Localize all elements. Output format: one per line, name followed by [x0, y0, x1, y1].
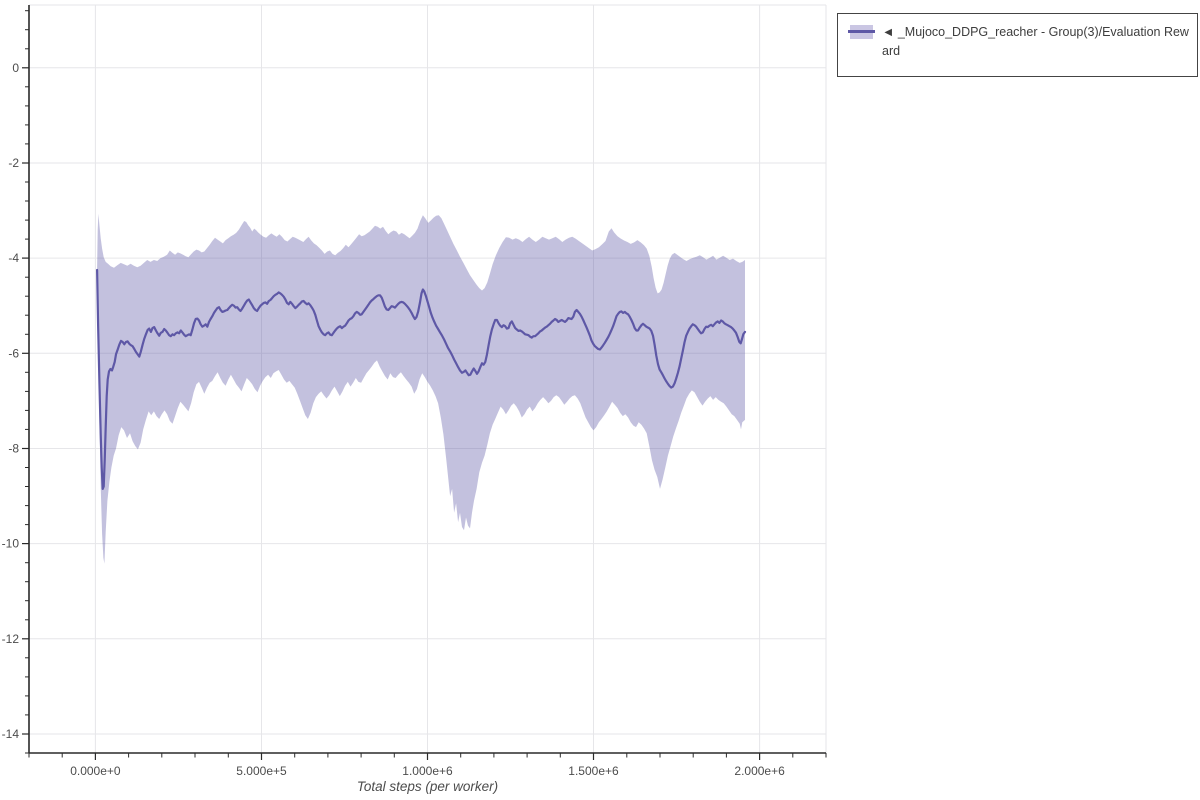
- legend-item-label: ◄ _Mujoco_DDPG_reacher - Group(3)/Evalua…: [882, 25, 1189, 58]
- y-tick-label: -14: [2, 727, 20, 741]
- series-confidence-band: [97, 213, 746, 564]
- legend[interactable]: ◄ _Mujoco_DDPG_reacher - Group(3)/Evalua…: [837, 13, 1198, 77]
- y-tick-label: -12: [2, 632, 20, 646]
- y-tick-label: 0: [12, 61, 19, 75]
- legend-line-icon: [848, 30, 875, 33]
- x-tick-label: 1.000e+6: [402, 764, 453, 778]
- y-tick-label: -8: [8, 442, 19, 456]
- x-tick-label: 5.000e+5: [236, 764, 287, 778]
- y-tick-label: -2: [8, 156, 19, 170]
- series-mean-line: [96, 268, 747, 490]
- plot-area[interactable]: [29, 5, 826, 753]
- legend-swatch: [848, 25, 875, 39]
- x-tick-label: 1.500e+6: [568, 764, 619, 778]
- x-tick-label: 0.000e+0: [70, 764, 121, 778]
- y-tick-label: -4: [8, 251, 19, 265]
- y-tick-label: -10: [2, 537, 20, 551]
- x-axis-title: Total steps (per worker): [356, 779, 499, 794]
- x-tick-label: 2.000e+6: [734, 764, 785, 778]
- y-tick-label: -6: [8, 346, 19, 360]
